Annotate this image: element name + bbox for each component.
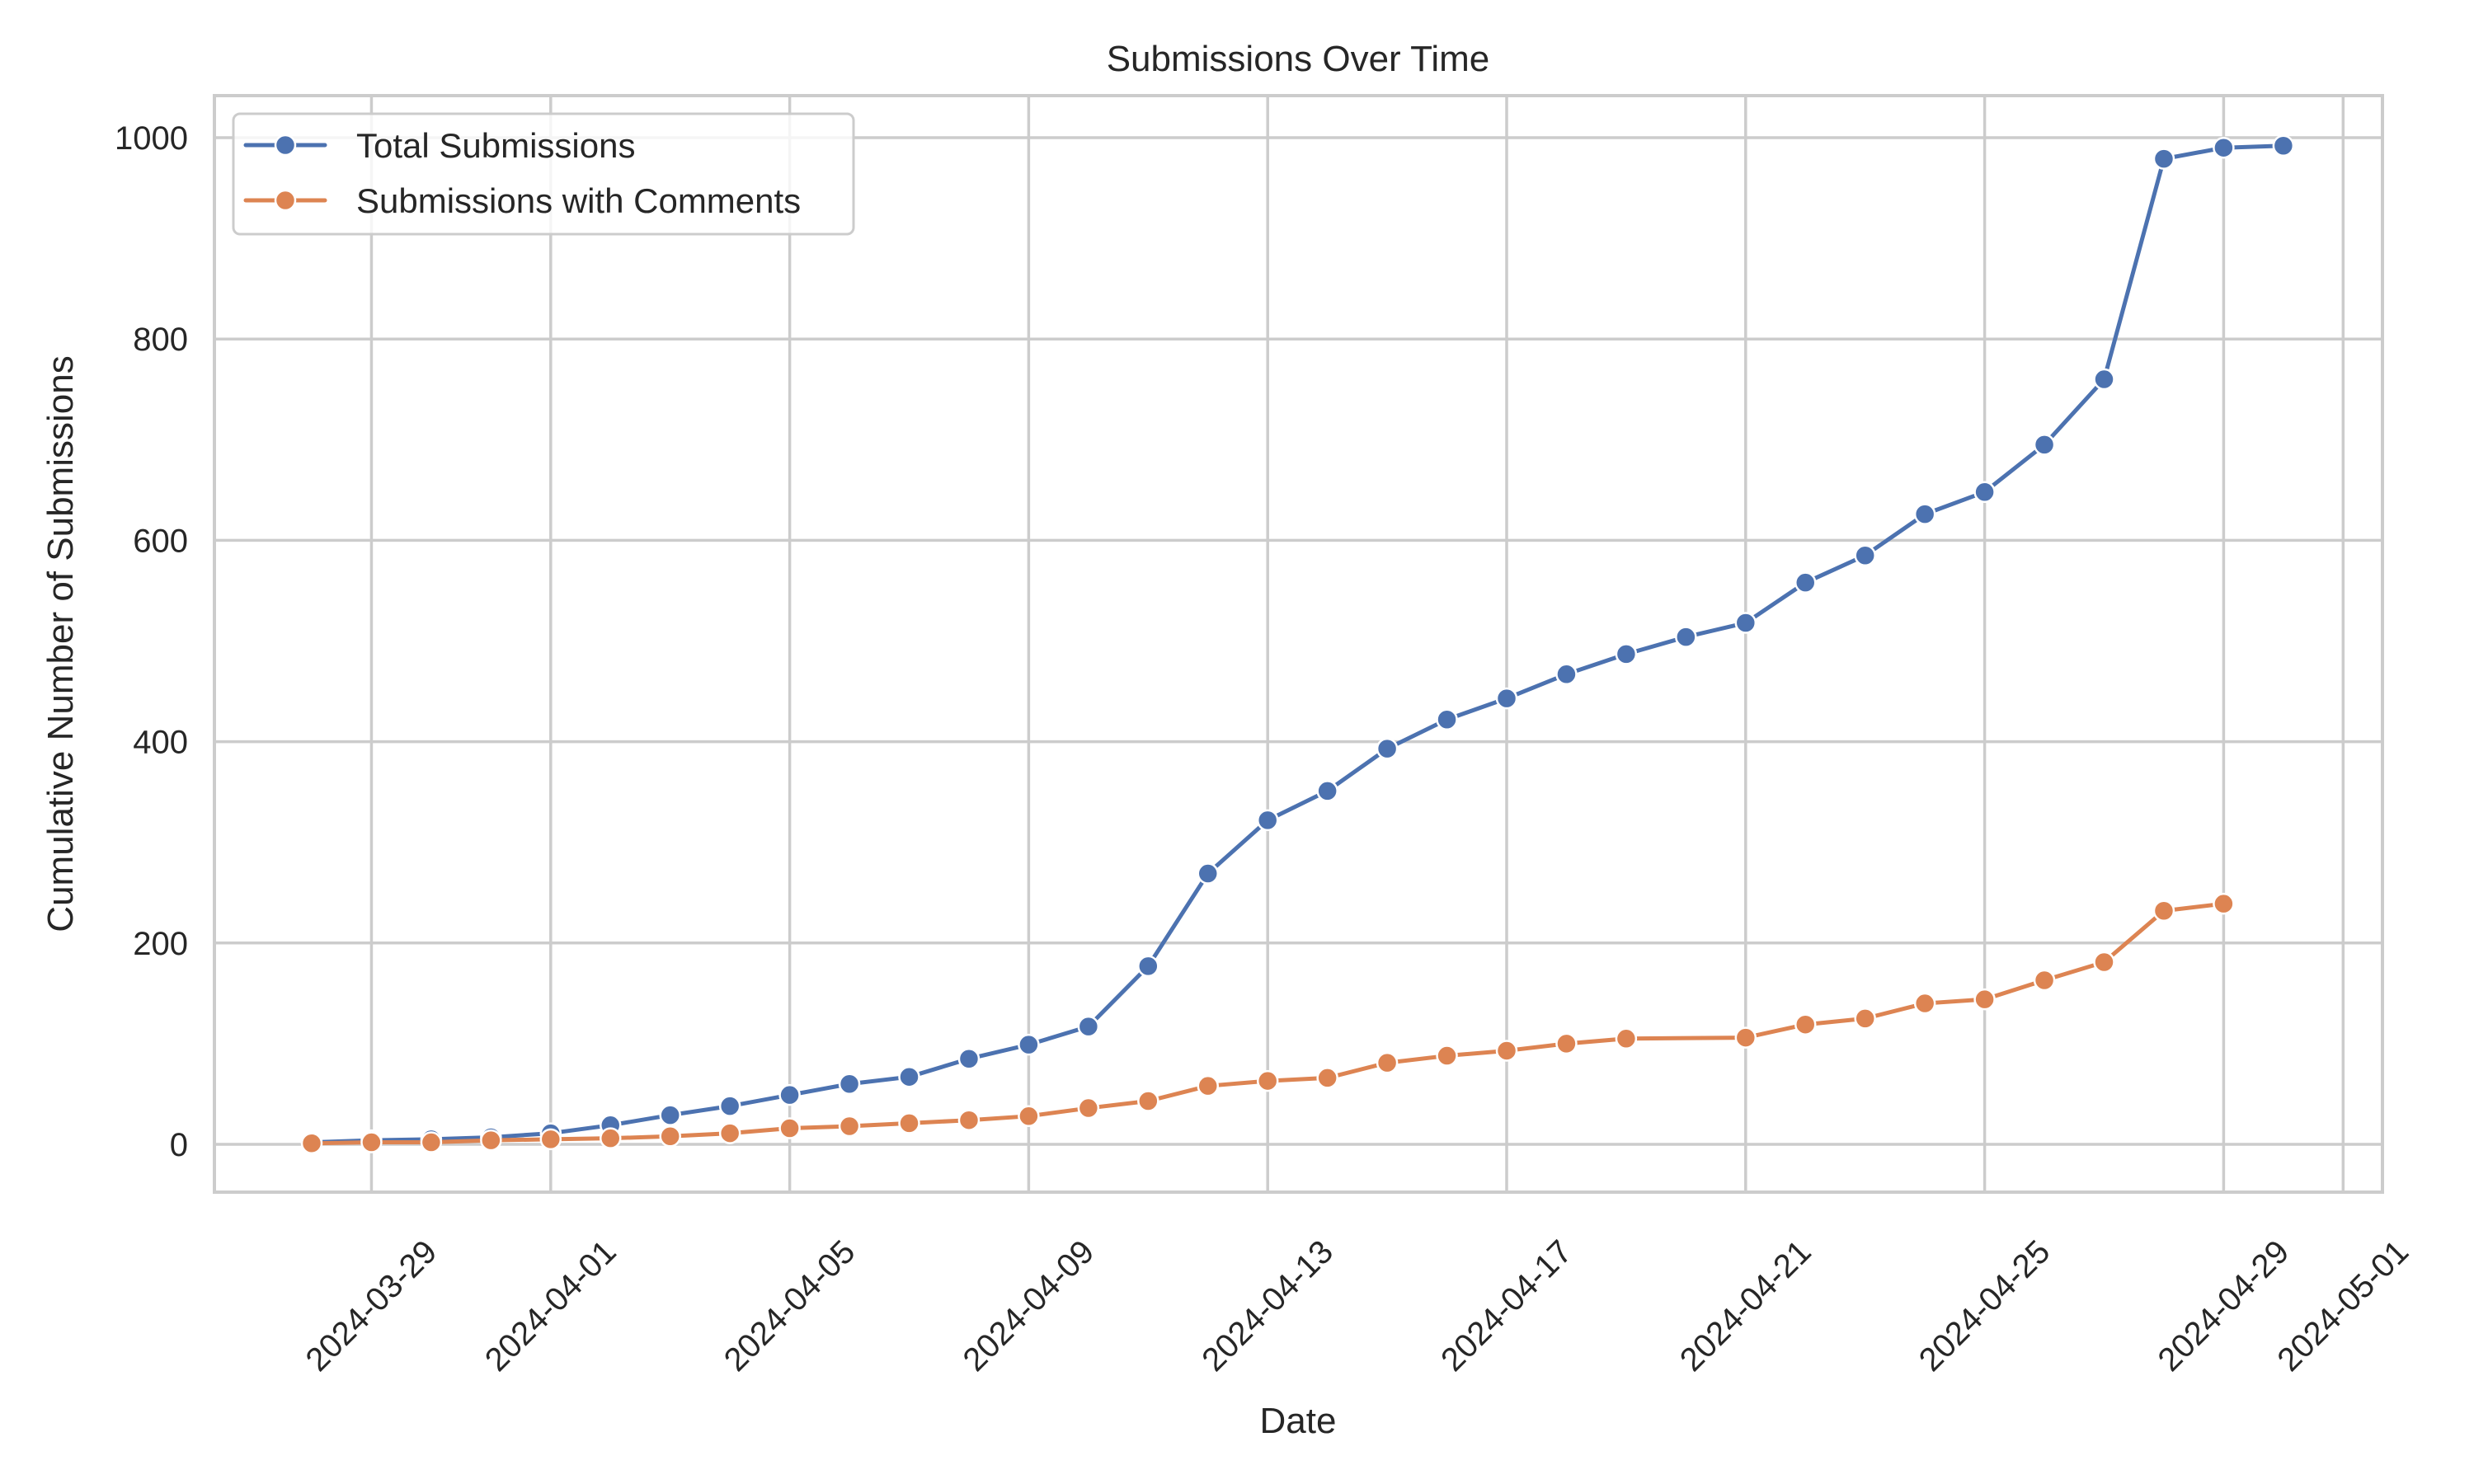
data-point-marker: [1794, 1013, 1817, 1036]
data-point-marker: [2213, 136, 2235, 159]
data-point-marker: [2152, 148, 2175, 170]
data-point-marker: [1495, 687, 1518, 710]
y-tick-label: 600: [133, 523, 188, 559]
data-point-marker: [838, 1073, 861, 1095]
y-axis-ticks: 0 200 400 600 800 1000: [115, 120, 188, 1163]
data-point-marker: [957, 1109, 981, 1131]
data-point-marker: [1436, 1045, 1458, 1067]
data-point-marker: [1615, 643, 1638, 665]
y-axis-label: Cumulative Number of Submissions: [40, 355, 81, 932]
data-point-marker: [2033, 969, 2056, 992]
data-point-marker: [898, 1112, 920, 1134]
data-point-marker: [2033, 434, 2056, 456]
data-point-marker: [2093, 951, 2115, 974]
plot-area: [213, 94, 2384, 1194]
y-tick-label: 0: [170, 1127, 188, 1163]
data-point-marker: [1077, 1015, 1100, 1038]
legend-marker-icon: [274, 134, 297, 157]
data-point-marker: [1854, 544, 1876, 566]
data-point-marker: [360, 1131, 383, 1153]
data-point-marker: [600, 1127, 622, 1149]
data-point-marker: [2213, 892, 2235, 915]
data-point-marker: [1316, 780, 1338, 802]
gridlines: [214, 96, 2382, 1192]
data-point-marker: [1376, 1051, 1399, 1074]
data-point-marker: [1137, 1090, 1159, 1112]
data-point-marker: [898, 1065, 920, 1088]
data-point-marker: [1854, 1007, 1876, 1030]
data-point-marker: [838, 1115, 861, 1138]
series-line: [309, 143, 2286, 1145]
legend-label: Total Submissions: [356, 126, 635, 165]
data-point-marker: [480, 1129, 502, 1152]
series-layer: [300, 134, 2295, 1155]
data-point-marker: [1376, 737, 1399, 760]
y-tick-label: 400: [133, 725, 188, 761]
data-point-marker: [1615, 1027, 1638, 1050]
series-submissions-with-comments: [300, 892, 2235, 1155]
data-point-marker: [1316, 1067, 1338, 1089]
data-point-marker: [1197, 1074, 1219, 1097]
axes-frame: [213, 94, 2384, 1194]
data-point-marker: [1077, 1097, 1100, 1120]
data-point-marker: [1197, 862, 1219, 885]
data-point-marker: [1675, 626, 1697, 648]
data-point-marker: [539, 1128, 562, 1151]
data-point-marker: [2272, 134, 2295, 157]
data-point-marker: [1913, 503, 1936, 525]
data-point-marker: [1495, 1040, 1518, 1062]
data-point-marker: [1973, 988, 1996, 1011]
data-point-marker: [718, 1122, 741, 1144]
data-point-marker: [1436, 708, 1458, 730]
y-tick-label: 200: [133, 926, 188, 962]
legend-item-submissions-with-comments: Submissions with Comments: [243, 181, 801, 220]
data-point-marker: [300, 1132, 323, 1155]
data-point-marker: [1137, 955, 1159, 978]
data-point-marker: [1018, 1033, 1040, 1056]
data-point-marker: [778, 1083, 801, 1106]
data-point-marker: [1256, 1069, 1279, 1092]
data-point-marker: [1973, 481, 1996, 504]
legend-marker-icon: [274, 189, 297, 212]
legend-label: Submissions with Comments: [356, 181, 801, 220]
legend: Total Submissions Submissions with Comme…: [232, 112, 855, 236]
legend-item-total-submissions: Total Submissions: [243, 126, 635, 165]
data-point-marker: [659, 1125, 681, 1148]
data-point-marker: [1794, 571, 1817, 594]
data-point-marker: [2152, 899, 2175, 922]
data-point-marker: [1734, 612, 1757, 634]
data-point-marker: [1734, 1026, 1757, 1049]
data-point-marker: [659, 1104, 681, 1126]
legend-box: [232, 112, 855, 236]
data-point-marker: [718, 1095, 741, 1117]
y-tick-label: 1000: [115, 120, 188, 157]
y-tick-label: 800: [133, 322, 188, 358]
data-point-marker: [778, 1117, 801, 1139]
data-point-marker: [1256, 809, 1279, 832]
x-axis-label: Date: [1260, 1401, 1337, 1441]
data-point-marker: [1555, 1032, 1578, 1055]
data-point-marker: [957, 1047, 981, 1070]
data-point-marker: [2093, 368, 2115, 391]
data-point-marker: [1555, 663, 1578, 686]
data-point-marker: [1018, 1105, 1040, 1128]
data-point-marker: [1913, 992, 1936, 1015]
chart-title: Submissions Over Time: [1107, 39, 1490, 79]
data-point-marker: [420, 1131, 443, 1153]
